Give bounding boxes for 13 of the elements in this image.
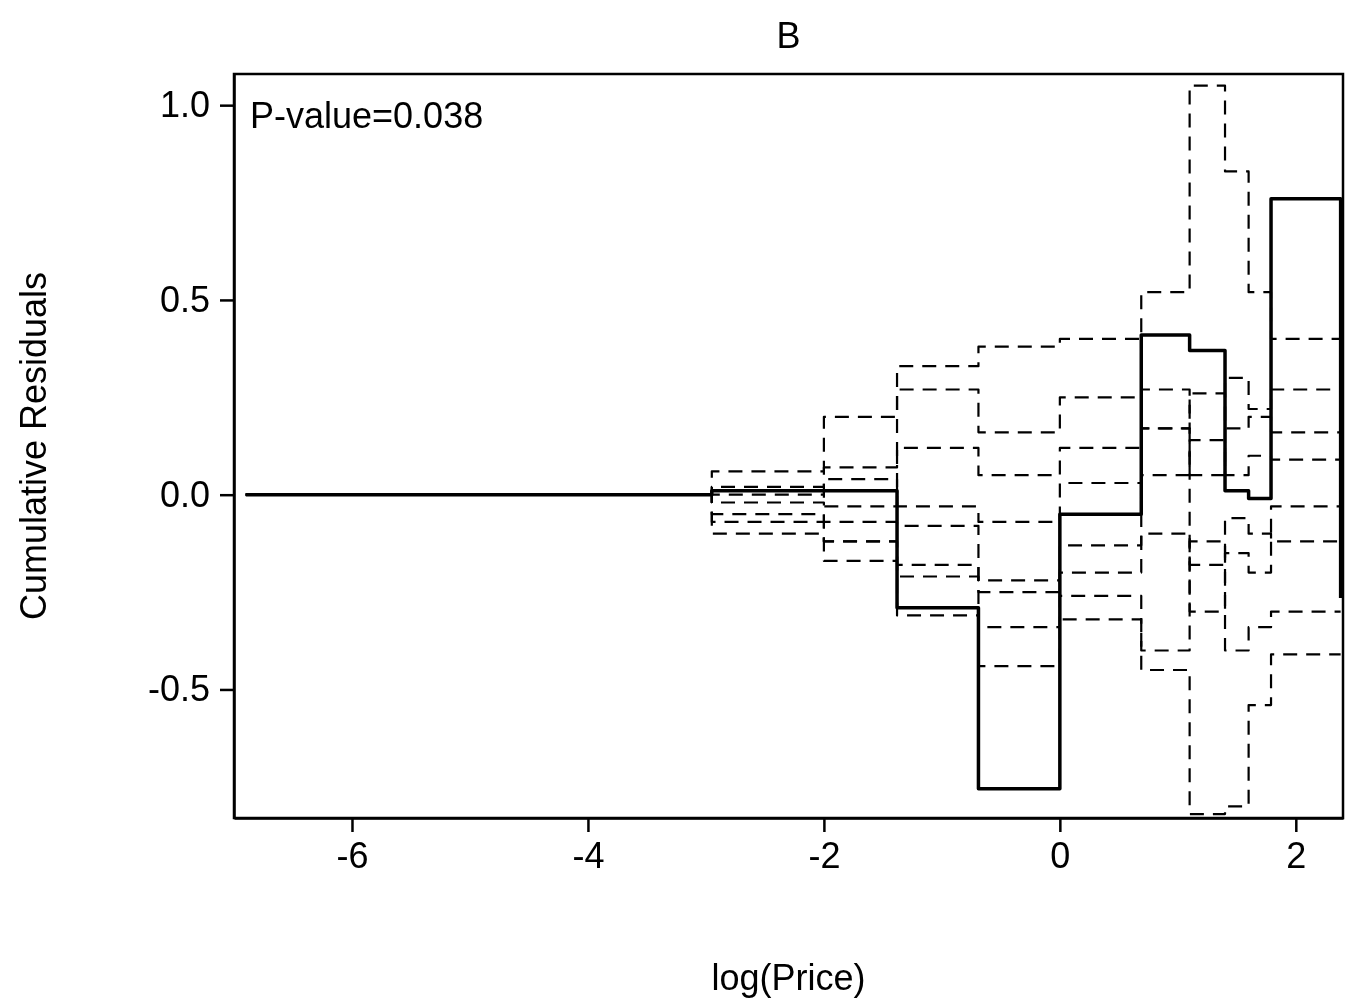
x-tick-label: 2 [1286, 834, 1307, 876]
y-tick-label: 1.0 [159, 84, 210, 126]
y-tick-label: 0.5 [159, 278, 210, 320]
y-tick-label: 0.0 [159, 473, 210, 515]
chart-title: B [776, 15, 801, 56]
x-tick-label: -4 [572, 834, 605, 876]
y-tick-label: -0.5 [147, 668, 210, 710]
x-tick-label: -2 [808, 834, 841, 876]
x-tick-label: 0 [1050, 834, 1071, 876]
x-tick-label: -6 [336, 834, 369, 876]
x-axis-title: log(Price) [711, 957, 866, 998]
annotation: P-value=0.038 [250, 95, 484, 136]
y-axis-title: Cumulative Residuals [13, 271, 54, 621]
